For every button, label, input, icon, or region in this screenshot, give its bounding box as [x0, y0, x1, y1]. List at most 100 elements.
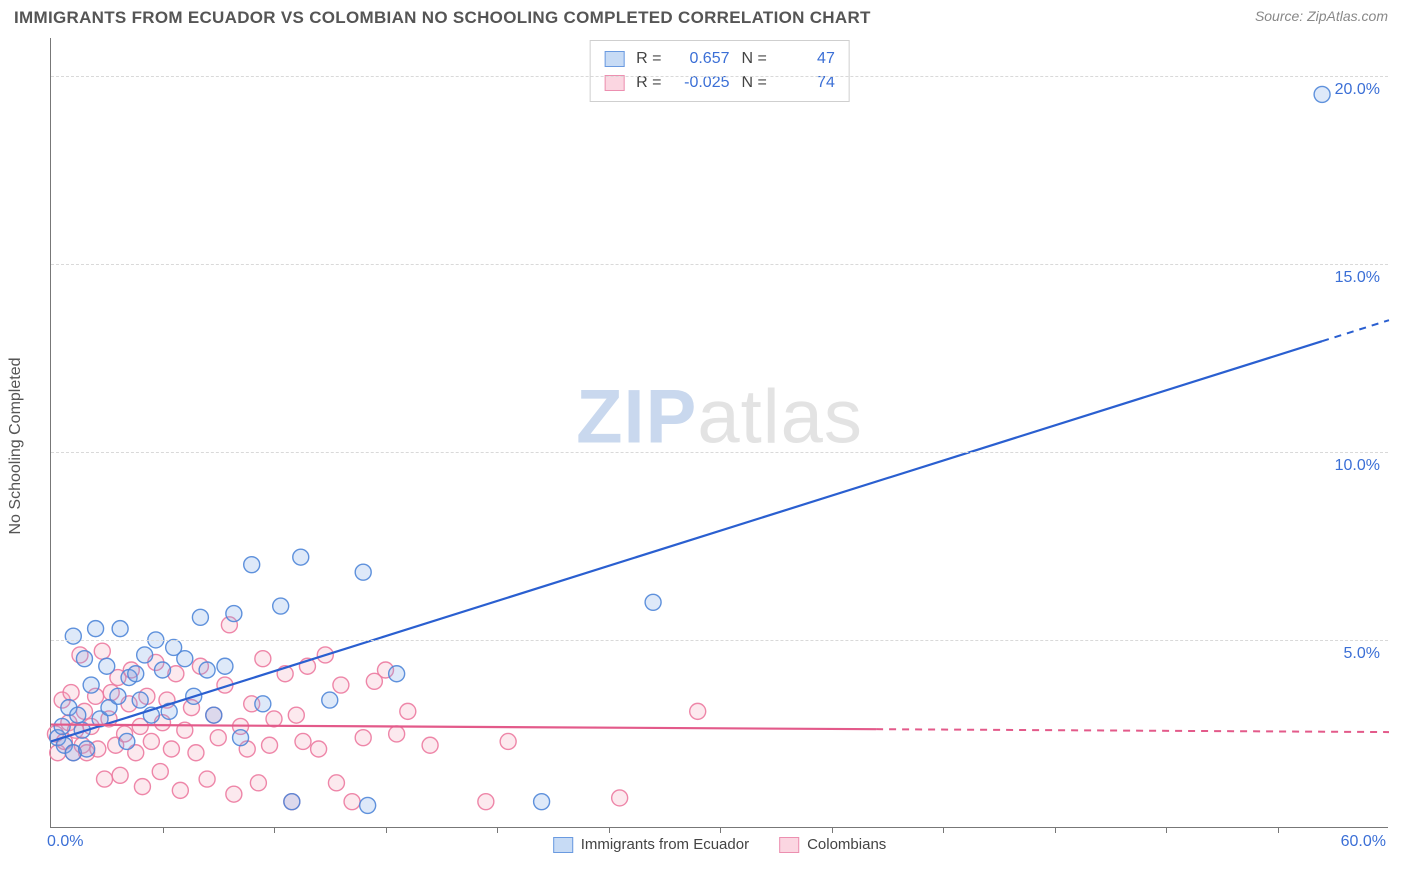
scatter-point — [143, 733, 159, 749]
scatter-point — [119, 733, 135, 749]
scatter-point — [322, 692, 338, 708]
scatter-point — [355, 564, 371, 580]
legend-swatch-pink — [604, 75, 624, 91]
scatter-point — [97, 771, 113, 787]
scatter-point — [192, 609, 208, 625]
n-value: 74 — [779, 71, 835, 95]
scatter-point — [65, 628, 81, 644]
x-tick — [943, 827, 944, 833]
scatter-point — [99, 658, 115, 674]
scatter-point — [389, 726, 405, 742]
scatter-point — [226, 786, 242, 802]
scatter-point — [311, 741, 327, 757]
source-prefix: Source: — [1255, 8, 1307, 24]
r-value: -0.025 — [674, 71, 730, 95]
y-tick-label: 5.0% — [1344, 645, 1380, 663]
n-value: 47 — [779, 47, 835, 71]
trend-line-dashed — [1322, 320, 1389, 341]
scatter-point — [255, 696, 271, 712]
chart-source: Source: ZipAtlas.com — [1255, 8, 1388, 24]
scatter-point — [152, 764, 168, 780]
scatter-point — [94, 643, 110, 659]
scatter-point — [273, 598, 289, 614]
y-axis-title: No Schooling Completed — [7, 358, 25, 535]
trend-line-solid — [51, 341, 1322, 741]
r-label: R = — [636, 71, 661, 95]
trend-line-dashed — [876, 729, 1389, 732]
scatter-point — [690, 703, 706, 719]
legend-label: Colombians — [807, 836, 886, 853]
scatter-point — [128, 666, 144, 682]
scatter-point — [500, 733, 516, 749]
scatter-point — [199, 662, 215, 678]
scatter-point — [217, 658, 233, 674]
source-name: ZipAtlas.com — [1307, 8, 1388, 24]
n-label: N = — [742, 71, 767, 95]
scatter-point — [1314, 86, 1330, 102]
scatter-point — [262, 737, 278, 753]
legend-top-row-1: R = -0.025 N = 74 — [604, 71, 835, 95]
scatter-point — [172, 782, 188, 798]
scatter-point — [112, 621, 128, 637]
r-label: R = — [636, 47, 661, 71]
scatter-point — [83, 677, 99, 693]
scatter-svg — [51, 38, 1388, 827]
x-tick — [720, 827, 721, 833]
scatter-point — [360, 797, 376, 813]
y-tick-label: 10.0% — [1335, 457, 1380, 475]
scatter-point — [137, 647, 153, 663]
x-tick — [274, 827, 275, 833]
scatter-point — [250, 775, 266, 791]
scatter-point — [355, 730, 371, 746]
scatter-point — [226, 606, 242, 622]
scatter-point — [233, 730, 249, 746]
scatter-point — [288, 707, 304, 723]
x-tick-label-0: 0.0% — [47, 833, 83, 851]
scatter-point — [76, 651, 92, 667]
scatter-point — [79, 741, 95, 757]
legend-bottom-item-0: Immigrants from Ecuador — [553, 836, 749, 853]
legend-label: Immigrants from Ecuador — [581, 836, 749, 853]
gridline — [51, 264, 1388, 265]
gridline — [51, 452, 1388, 453]
chart-title: IMMIGRANTS FROM ECUADOR VS COLOMBIAN NO … — [14, 8, 871, 28]
y-tick-label: 20.0% — [1335, 81, 1380, 99]
scatter-point — [293, 549, 309, 565]
chart-header: IMMIGRANTS FROM ECUADOR VS COLOMBIAN NO … — [0, 0, 1406, 32]
scatter-point — [177, 651, 193, 667]
scatter-point — [255, 651, 271, 667]
scatter-point — [478, 794, 494, 810]
scatter-point — [612, 790, 628, 806]
scatter-point — [199, 771, 215, 787]
x-tick-label-60: 60.0% — [1341, 833, 1386, 851]
legend-swatch-blue — [553, 837, 573, 853]
x-tick — [386, 827, 387, 833]
scatter-point — [63, 685, 79, 701]
x-tick — [1278, 827, 1279, 833]
scatter-point — [112, 767, 128, 783]
x-tick — [163, 827, 164, 833]
scatter-point — [344, 794, 360, 810]
scatter-point — [110, 688, 126, 704]
scatter-point — [422, 737, 438, 753]
legend-swatch-blue — [604, 51, 624, 67]
scatter-point — [163, 741, 179, 757]
scatter-point — [210, 730, 226, 746]
scatter-point — [284, 794, 300, 810]
plot-area: ZIPatlas R = 0.657 N = 47 R = -0.025 N =… — [50, 38, 1388, 828]
scatter-point — [333, 677, 349, 693]
scatter-point — [155, 662, 171, 678]
scatter-point — [400, 703, 416, 719]
scatter-point — [645, 594, 661, 610]
x-tick — [832, 827, 833, 833]
legend-bottom: Immigrants from Ecuador Colombians — [553, 836, 887, 853]
scatter-point — [70, 707, 86, 723]
scatter-point — [244, 557, 260, 573]
gridline — [51, 640, 1388, 641]
scatter-point — [534, 794, 550, 810]
scatter-point — [188, 745, 204, 761]
legend-top: R = 0.657 N = 47 R = -0.025 N = 74 — [589, 40, 850, 102]
legend-swatch-pink — [779, 837, 799, 853]
x-tick — [497, 827, 498, 833]
legend-bottom-item-1: Colombians — [779, 836, 886, 853]
